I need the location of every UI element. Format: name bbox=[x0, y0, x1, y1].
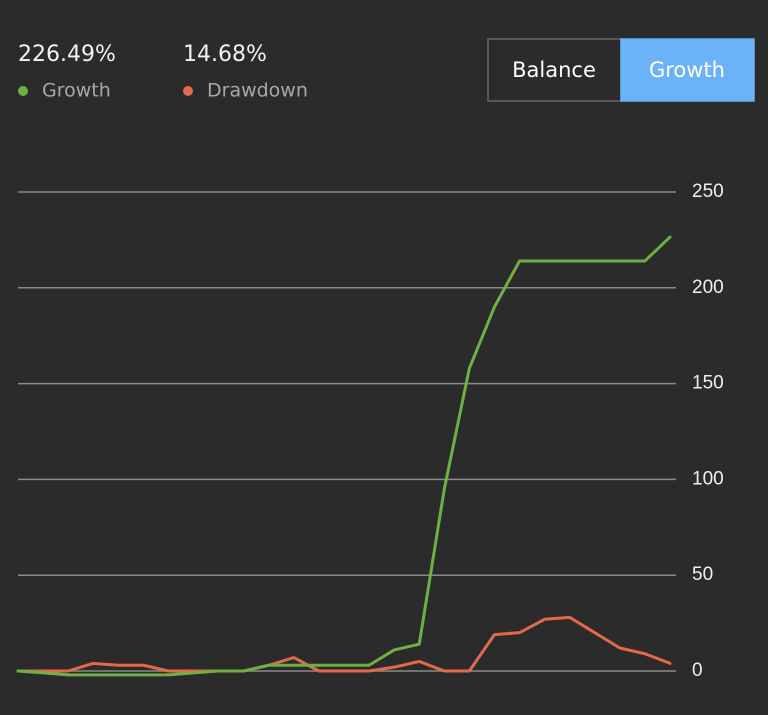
legend-label: Growth bbox=[42, 80, 111, 102]
toggle-button-label[interactable]: Growth bbox=[649, 58, 725, 82]
toggle-button[interactable] bbox=[620, 38, 755, 102]
legend-marker bbox=[183, 86, 193, 96]
series-line bbox=[16, 615, 672, 673]
y-tick-label: 200 bbox=[692, 277, 724, 298]
toggle-button[interactable] bbox=[487, 38, 622, 102]
y-tick-label: 150 bbox=[692, 373, 724, 394]
toggle-button-label[interactable]: Balance bbox=[512, 58, 596, 82]
y-tick-label: 50 bbox=[692, 564, 713, 585]
y-tick-label: 250 bbox=[692, 181, 724, 202]
y-tick-label: 0 bbox=[692, 660, 703, 681]
y-tick-label: 100 bbox=[692, 468, 724, 489]
legend-label: Drawdown bbox=[207, 80, 308, 102]
legend-marker bbox=[18, 86, 28, 96]
summary-value: 14.68% bbox=[183, 42, 267, 67]
summary-value: 226.49% bbox=[18, 42, 116, 67]
series-line bbox=[16, 235, 672, 677]
